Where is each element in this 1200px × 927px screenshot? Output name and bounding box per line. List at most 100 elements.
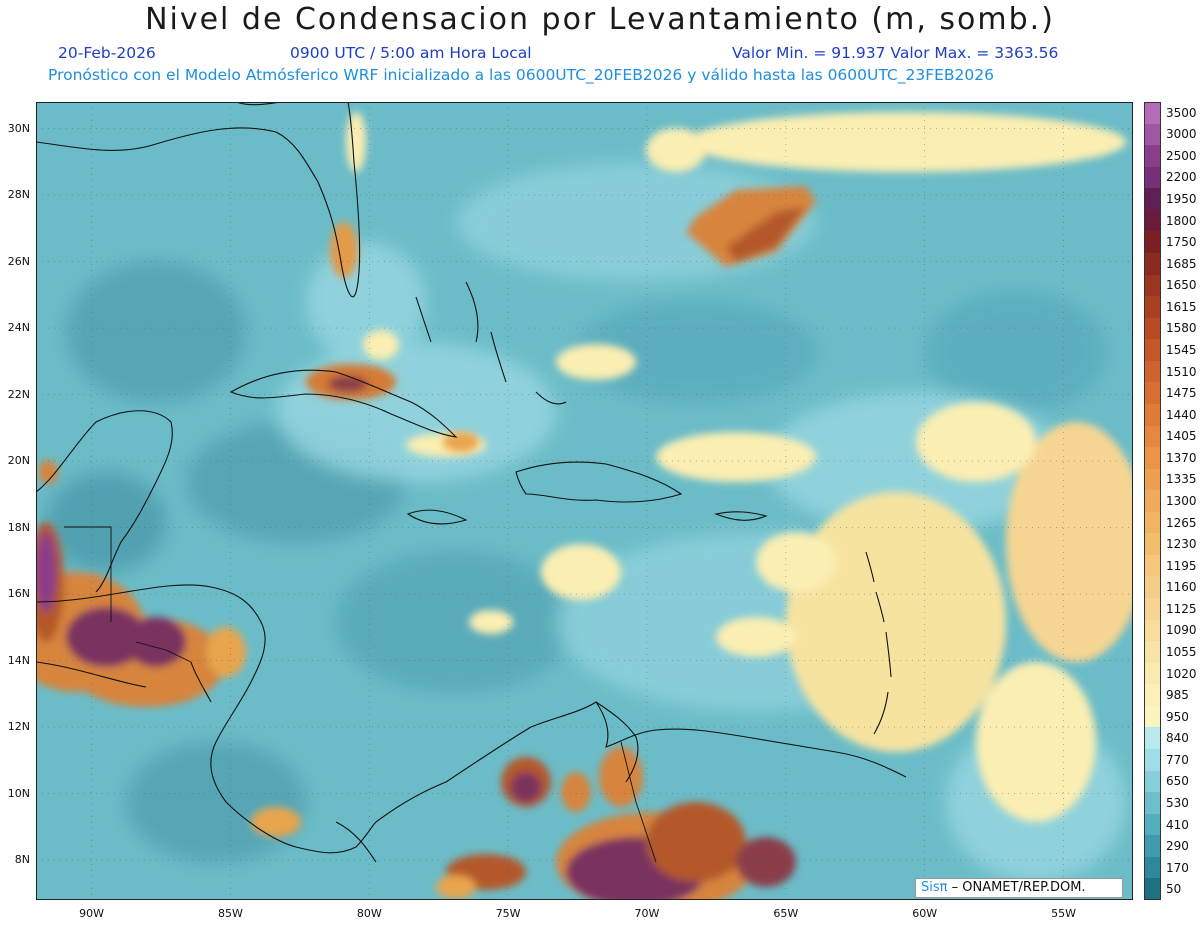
colorbar-swatch bbox=[1144, 878, 1161, 901]
colorbar-swatch bbox=[1144, 598, 1161, 621]
colorbar-swatch bbox=[1144, 188, 1161, 211]
min-max-values: Valor Min. = 91.937 Valor Max. = 3363.56 bbox=[732, 44, 1059, 62]
colorbar-swatch bbox=[1144, 209, 1161, 232]
colorbar-label: 1685 bbox=[1166, 256, 1197, 271]
map-frame bbox=[36, 102, 1133, 900]
colorbar-swatch bbox=[1144, 425, 1161, 448]
colorbar-swatch bbox=[1144, 252, 1161, 276]
lon-label: 80W bbox=[356, 907, 382, 920]
colorbar-swatch bbox=[1144, 749, 1161, 772]
colorbar-swatch bbox=[1144, 727, 1161, 750]
colorbar-label: 1160 bbox=[1166, 580, 1197, 595]
colorbar-swatch bbox=[1144, 166, 1161, 189]
credit-box: Sisπ – ONAMET/REP.DOM. bbox=[915, 878, 1123, 898]
colorbar-swatch bbox=[1144, 145, 1161, 168]
colorbar-swatch bbox=[1144, 533, 1161, 556]
lcl-map bbox=[36, 102, 1133, 900]
colorbar-label: 170 bbox=[1166, 860, 1189, 875]
colorbar-swatch bbox=[1144, 447, 1161, 470]
colorbar-swatch bbox=[1144, 813, 1161, 836]
colorbar-label: 1545 bbox=[1166, 343, 1197, 358]
forecast-time: 0900 UTC / 5:00 am Hora Local bbox=[290, 44, 532, 62]
colorbar-label: 1055 bbox=[1166, 644, 1197, 659]
colorbar-label: 1265 bbox=[1166, 515, 1197, 530]
lat-label: 20N bbox=[7, 454, 30, 468]
colorbar-swatch bbox=[1144, 576, 1161, 599]
lon-label: 85W bbox=[217, 907, 243, 920]
colorbar-label: 2200 bbox=[1166, 170, 1197, 185]
lon-label: 75W bbox=[495, 907, 521, 920]
lon-label: 60W bbox=[912, 907, 938, 920]
colorbar-label: 1800 bbox=[1166, 213, 1197, 228]
colorbar-swatch bbox=[1144, 554, 1161, 577]
colorbar-swatch bbox=[1144, 619, 1161, 642]
colorbar-label: 650 bbox=[1166, 774, 1189, 789]
credit-text: – ONAMET/REP.DOM. bbox=[951, 880, 1086, 895]
colorbar-label: 1580 bbox=[1166, 321, 1197, 336]
colorbar-label: 770 bbox=[1166, 752, 1189, 767]
colorbar-label: 1615 bbox=[1166, 299, 1197, 314]
colorbar-label: 840 bbox=[1166, 731, 1189, 746]
colorbar-label: 1440 bbox=[1166, 407, 1197, 422]
lat-label: 24N bbox=[7, 321, 30, 335]
lat-label: 16N bbox=[7, 587, 30, 601]
colorbar-swatch bbox=[1144, 468, 1161, 491]
coastlines bbox=[36, 102, 907, 863]
colorbar-swatch bbox=[1144, 641, 1161, 664]
colorbar-swatch bbox=[1144, 835, 1161, 858]
colorbar-swatch bbox=[1144, 511, 1161, 534]
map-grid bbox=[36, 102, 1133, 900]
colorbar-swatch bbox=[1144, 403, 1161, 426]
colorbar-label: 1125 bbox=[1166, 601, 1197, 616]
colorbar-swatch bbox=[1144, 274, 1161, 297]
colorbar-label: 1750 bbox=[1166, 235, 1197, 250]
colorbar-label: 1510 bbox=[1166, 364, 1197, 379]
colorbar-swatch bbox=[1144, 339, 1161, 362]
model-info: Pronóstico con el Modelo Atmósferico WRF… bbox=[48, 66, 994, 84]
colorbar-swatch bbox=[1144, 382, 1161, 405]
lon-label: 55W bbox=[1051, 907, 1076, 920]
colorbar-swatch bbox=[1144, 856, 1161, 879]
colorbar-swatch bbox=[1144, 705, 1161, 728]
colorbar-label: 1650 bbox=[1166, 278, 1197, 293]
colorbar-swatch bbox=[1144, 792, 1161, 815]
colorbar-label: 3000 bbox=[1166, 127, 1197, 142]
colorbar-label: 2500 bbox=[1166, 148, 1197, 163]
colorbar-label: 50 bbox=[1166, 882, 1182, 897]
lon-label: 90W bbox=[79, 907, 104, 920]
colorbar-label: 1300 bbox=[1166, 494, 1197, 508]
chart-title: Nivel de Condensacion por Levantamiento … bbox=[145, 2, 1055, 37]
lat-label: 12N bbox=[7, 720, 30, 734]
colorbar-swatch bbox=[1144, 123, 1161, 146]
colorbar-label: 290 bbox=[1166, 839, 1189, 854]
colorbar-label: 530 bbox=[1166, 795, 1189, 810]
lat-label: 8N bbox=[14, 853, 30, 867]
colorbar-label: 1950 bbox=[1166, 192, 1197, 207]
colorbar-swatch bbox=[1144, 231, 1161, 254]
lat-label: 26N bbox=[7, 254, 30, 268]
colorbar-swatch bbox=[1144, 360, 1161, 383]
colorbar-swatch bbox=[1144, 684, 1161, 707]
colorbar-swatch bbox=[1144, 490, 1161, 513]
orange-patches bbox=[36, 186, 816, 900]
colorbar-swatch bbox=[1144, 317, 1161, 340]
colorbar-label: 1370 bbox=[1166, 450, 1197, 465]
colorbar-label: 1090 bbox=[1166, 623, 1197, 638]
lon-label: 65W bbox=[773, 907, 799, 920]
colorbar-swatch bbox=[1144, 770, 1161, 793]
colorbar-label: 1475 bbox=[1166, 386, 1197, 401]
lat-label: 22N bbox=[7, 387, 30, 401]
credit-brand: Sisπ bbox=[921, 880, 948, 895]
colorbar-label: 1405 bbox=[1166, 429, 1197, 444]
colorbar-swatch bbox=[1144, 102, 1161, 125]
lat-label: 28N bbox=[7, 188, 30, 202]
lat-label: 14N bbox=[7, 653, 30, 667]
colorbar-swatch bbox=[1144, 662, 1161, 685]
yellow-patches bbox=[346, 112, 1133, 822]
colorbar-label: 1335 bbox=[1166, 472, 1197, 487]
colorbar-label: 1020 bbox=[1166, 666, 1197, 681]
colorbar-swatch bbox=[1144, 296, 1161, 319]
lat-label: 30N bbox=[7, 121, 30, 135]
colorbar-label: 3500 bbox=[1166, 105, 1197, 120]
colorbar-label: 985 bbox=[1166, 688, 1189, 703]
